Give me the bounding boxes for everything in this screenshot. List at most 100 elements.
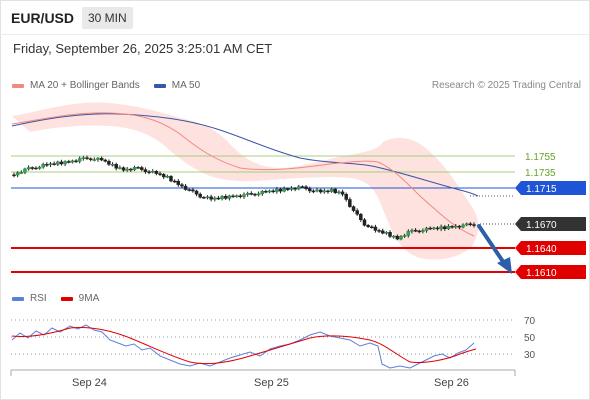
candle-body: [472, 224, 476, 226]
rsi-line: [11, 324, 475, 369]
candle-body: [99, 157, 104, 161]
candle-body: [77, 158, 82, 162]
candle-body: [249, 193, 254, 195]
price-legend: MA 20 + Bollinger Bands MA 50: [12, 80, 200, 91]
candle-body: [242, 194, 246, 197]
candle-body: [15, 172, 20, 176]
candle-body: [132, 167, 137, 171]
candle-body: [67, 161, 71, 163]
candle-body: [439, 226, 443, 230]
candle-body: [370, 226, 374, 229]
candle-body: [129, 168, 133, 171]
candle-body: [161, 174, 166, 178]
candle-body: [307, 188, 312, 192]
rsi-axis-30: 30: [524, 350, 536, 361]
resistance-2-label: 1.1755: [525, 152, 556, 163]
candle-body: [150, 171, 155, 173]
rsi-ma9-line: [11, 327, 477, 365]
currency-pair: EUR/USD: [11, 10, 75, 26]
candle-body: [176, 180, 181, 185]
candle-body: [48, 163, 53, 166]
candle-body: [92, 159, 97, 161]
candle-body: [165, 176, 170, 178]
rsi-axis-70: 70: [524, 316, 536, 327]
candle-body: [289, 188, 294, 190]
candle-body: [340, 191, 345, 195]
candle-body: [260, 191, 265, 194]
candle-body: [380, 230, 385, 234]
candle-body: [267, 190, 272, 193]
ma50-legend-label: MA 50: [171, 80, 201, 91]
candle-body: [373, 226, 378, 231]
candle-body: [322, 190, 327, 193]
candle-body: [417, 230, 421, 233]
last-price-tag: [515, 217, 586, 231]
candle-body: [362, 219, 367, 226]
candle-body: [351, 206, 356, 211]
candle-body: [468, 223, 473, 226]
candle-body: [413, 229, 418, 232]
x-label-sep26: Sep 26: [434, 377, 469, 389]
candle-body: [359, 213, 363, 220]
last-price-label: 1.1670: [526, 220, 557, 231]
candle-body: [443, 226, 447, 229]
forecast-arrow: [477, 224, 512, 274]
candle-body: [311, 190, 316, 193]
candle-body: [315, 189, 319, 192]
candle-body: [424, 227, 429, 231]
candle-body: [238, 195, 243, 197]
candle-body: [125, 168, 129, 171]
pivot-label: 1.1715: [526, 184, 557, 195]
candle-body: [59, 161, 64, 165]
candle-body: [384, 232, 389, 234]
candle-body: [183, 185, 188, 190]
ma50-line: [11, 113, 479, 197]
candle-body: [464, 223, 469, 226]
candle-body: [435, 227, 440, 230]
candle-body: [446, 226, 451, 229]
candle-body: [391, 235, 396, 238]
price-tags: 1.1755 1.1735 1.1715 1.1670 1.1640 1.161…: [515, 152, 586, 279]
candle-body: [147, 171, 151, 173]
candle-body: [114, 164, 118, 169]
ma9-swatch: [60, 296, 73, 301]
candle-body: [264, 191, 268, 193]
candle-body: [293, 188, 297, 190]
candle-body: [198, 193, 202, 198]
support-2-tag: [515, 265, 586, 279]
candle-body: [85, 157, 89, 159]
candle-body: [63, 161, 67, 165]
candle-body: [209, 196, 213, 200]
candle-body: [213, 197, 217, 200]
ma50-swatch: [153, 83, 166, 88]
candle-body: [194, 190, 199, 195]
ma20-legend-label: MA 20 + Bollinger Bands: [30, 80, 140, 91]
candle-body: [180, 184, 184, 187]
candle-body: [355, 210, 359, 215]
candle-body: [300, 186, 305, 188]
candle-body: [231, 195, 235, 198]
x-label-sep25: Sep 25: [254, 377, 289, 389]
support-1-tag: [515, 241, 586, 255]
rsi-legend: RSI 9MA: [12, 293, 99, 304]
chart-header: EUR/USD 30 MIN: [0, 0, 590, 36]
candle-body: [432, 227, 436, 230]
ma20-line: [11, 112, 475, 237]
candle-body: [202, 197, 206, 199]
rsi-legend-label: RSI: [30, 293, 47, 304]
copyright-text: Research © 2025 Trading Central: [431, 80, 581, 91]
candle-body: [110, 164, 115, 166]
candle-body: [107, 160, 111, 165]
candle-body: [410, 229, 414, 232]
candle-body: [26, 167, 31, 170]
candle-body: [45, 164, 49, 166]
candle-body: [275, 188, 279, 192]
candle-body: [333, 188, 338, 193]
candle-body: [366, 225, 370, 228]
candle-body: [271, 190, 275, 193]
candle-body: [402, 235, 407, 237]
candle-body: [344, 193, 348, 200]
timeframe-button[interactable]: 30 MIN: [82, 7, 133, 29]
candle-body: [318, 189, 323, 193]
